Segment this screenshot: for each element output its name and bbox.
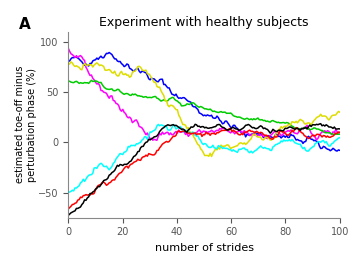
Text: A: A [19,17,31,32]
Title: Experiment with healthy subjects: Experiment with healthy subjects [99,16,309,29]
X-axis label: number of strides: number of strides [154,243,253,253]
Y-axis label: estimated toe-off minus
perturbation phase (%): estimated toe-off minus perturbation pha… [15,66,37,183]
